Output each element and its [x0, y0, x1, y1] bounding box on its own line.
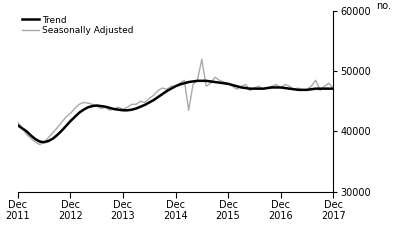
Legend: Trend, Seasonally Adjusted: Trend, Seasonally Adjusted: [22, 16, 134, 35]
Y-axis label: no.: no.: [376, 1, 391, 11]
